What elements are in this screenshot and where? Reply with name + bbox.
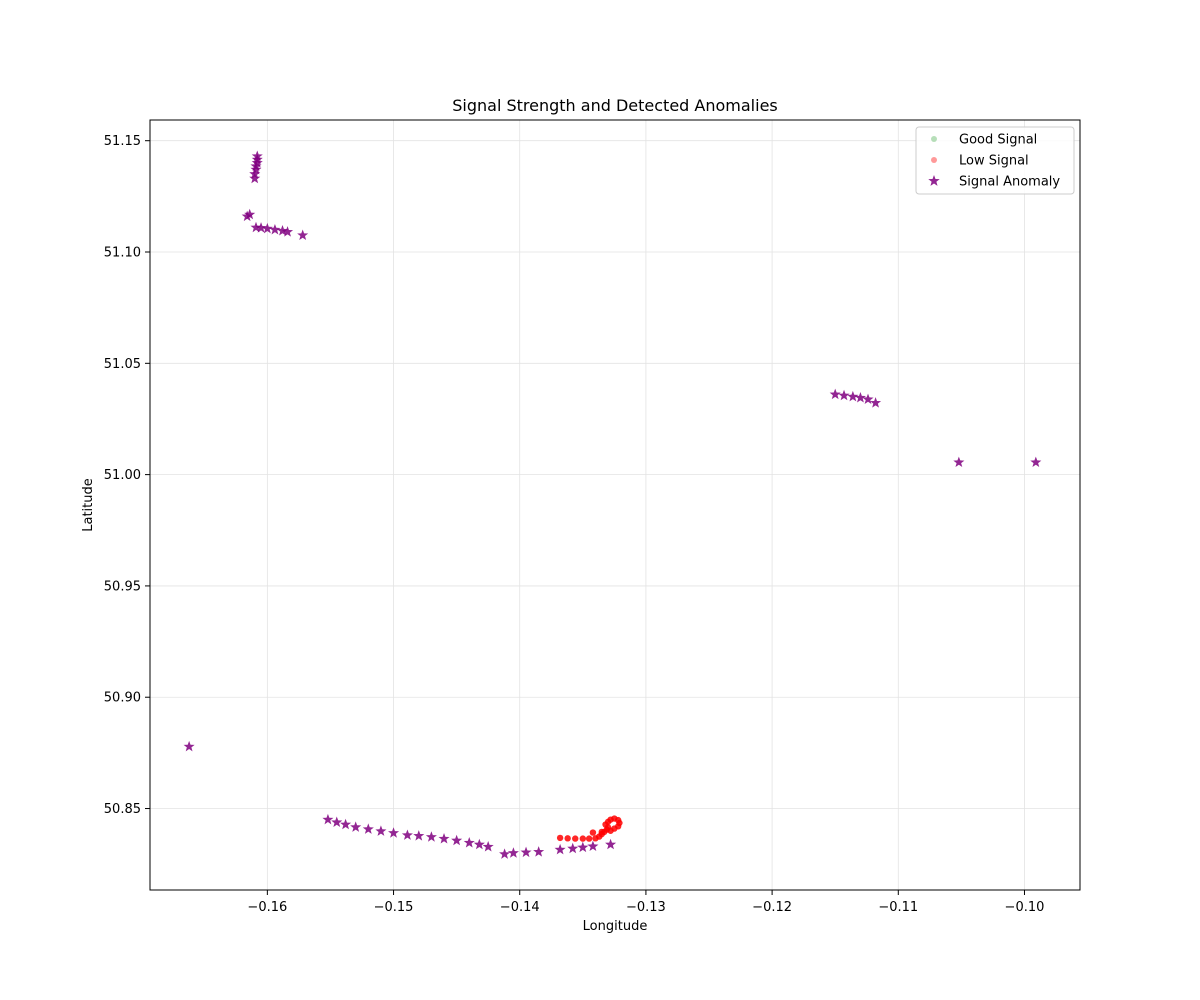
signal-anomaly-point — [322, 813, 334, 825]
signal-anomaly-point — [870, 397, 882, 408]
signal-anomaly-point — [862, 393, 874, 405]
signal-anomaly-point — [451, 834, 463, 846]
y-tick-label: 50.95 — [104, 579, 141, 594]
signal-anomaly-point — [507, 847, 519, 858]
signal-anomaly-point — [350, 821, 362, 832]
low-signal-point — [585, 835, 593, 842]
signal-anomaly-legend-label: Signal Anomaly — [959, 175, 1060, 190]
signal-anomaly-point — [401, 829, 413, 840]
y-tick-label: 50.85 — [104, 802, 141, 817]
signal-anomaly-point — [282, 226, 294, 237]
signal-anomaly-point — [577, 841, 589, 853]
signal-anomaly-point — [297, 229, 309, 240]
x-tick-label: −0.11 — [878, 900, 918, 915]
signal-anomaly-point — [375, 825, 387, 836]
x-tick-label: −0.16 — [247, 900, 287, 915]
signal-anomaly-point — [605, 838, 617, 850]
signal-anomaly-point — [331, 816, 343, 828]
signal-anomaly-point — [847, 390, 859, 402]
y-tick-label: 50.90 — [104, 691, 141, 706]
legend: Good Signal Low Signal Signal Anomaly — [915, 126, 1075, 195]
low-signal-point — [556, 834, 564, 842]
signal-anomaly-point — [255, 222, 267, 233]
signal-anomaly-point — [567, 842, 579, 854]
signal-anomaly-point — [533, 846, 545, 857]
signal-anomaly-point — [388, 827, 400, 838]
signal-anomaly-point — [425, 831, 437, 842]
signal-anomaly-point — [250, 221, 262, 233]
low-signal-point — [598, 828, 605, 836]
signal-anomaly-point — [249, 172, 261, 184]
plot-frame — [149, 119, 1081, 891]
signal-anomaly-point — [438, 833, 450, 844]
signal-anomaly-point — [829, 388, 841, 400]
y-tick-label: 51.05 — [104, 357, 141, 372]
signal-anomaly-point — [250, 163, 262, 175]
good-signal-legend-marker — [931, 136, 937, 142]
x-axis-title: Longitude — [583, 919, 648, 934]
signal-anomaly-point — [413, 830, 425, 841]
low-signal-point — [589, 829, 597, 836]
signal-anomaly-point — [463, 837, 475, 848]
x-tick-label: −0.13 — [626, 900, 666, 915]
signal-anomaly-point — [251, 157, 263, 168]
y-tick-label: 51.15 — [104, 134, 141, 149]
signal-anomaly-point — [340, 818, 352, 830]
grid-layer — [150, 120, 1080, 890]
signal-anomaly-point — [362, 823, 374, 834]
signal-anomaly-legend-marker — [928, 175, 940, 186]
x-tick-label: −0.14 — [500, 900, 540, 915]
low-signal-legend-label: Low Signal — [959, 154, 1029, 169]
y-tick-label: 51.00 — [104, 468, 141, 483]
signal-anomaly-point — [241, 210, 253, 222]
signal-anomaly-point — [953, 456, 965, 468]
x-tick-label: −0.12 — [752, 900, 792, 915]
signal-anomaly-point — [269, 223, 281, 235]
signal-anomaly-point — [251, 150, 263, 161]
signal-anomaly-point — [838, 389, 850, 401]
low-signal-point — [607, 827, 614, 834]
low-signal-point — [564, 835, 571, 842]
signal-anomaly-point — [249, 168, 261, 179]
signal-anomaly-point — [473, 838, 485, 850]
signal-anomaly-point — [854, 392, 866, 403]
tick-layer: −0.16 −0.15 −0.14 −0.13 −0.12 −0.11 −0.10 50.85… — [104, 134, 1045, 915]
low-signal-legend-marker — [931, 157, 937, 163]
x-tick-label: −0.10 — [1005, 900, 1045, 915]
low-signal-point — [579, 835, 587, 842]
signal-anomaly-point — [554, 843, 566, 855]
signal-anomaly-point — [261, 222, 273, 234]
signal-anomaly-point — [244, 208, 256, 220]
signal-anomaly-point — [499, 848, 511, 859]
signal-anomaly-point — [587, 840, 599, 852]
y-tick-label: 51.10 — [104, 246, 141, 261]
legend-box — [915, 126, 1075, 195]
x-tick-label: −0.15 — [374, 900, 414, 915]
good-signal-legend-label: Good Signal — [959, 133, 1037, 148]
signal-anomaly-point — [482, 841, 494, 852]
signal-anomaly-point — [251, 153, 263, 165]
data-layer — [183, 150, 1042, 859]
low-signal-point — [572, 835, 579, 842]
signal-anomaly-point — [1030, 456, 1042, 468]
signal-anomaly-point — [183, 740, 195, 752]
signal-anomaly-point — [520, 846, 532, 858]
y-axis-title: Latitude — [81, 478, 96, 532]
chart-title: Signal Strength and Detected Anomalies — [452, 96, 778, 115]
